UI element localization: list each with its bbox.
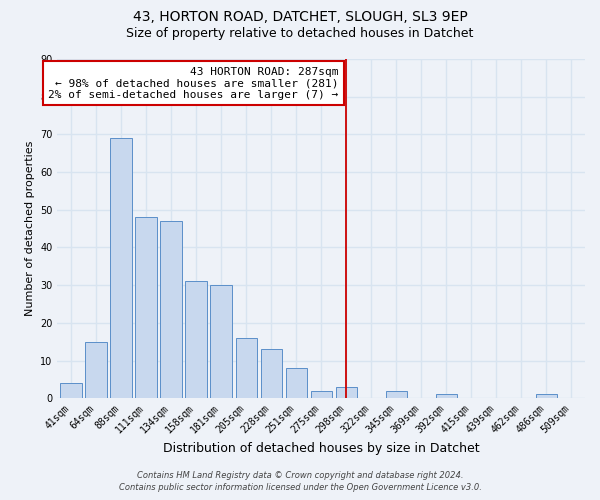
Bar [536,394,557,398]
Bar [160,221,182,398]
Bar [286,368,307,398]
Bar [136,218,157,398]
Bar [335,387,357,398]
Bar [436,394,457,398]
Bar [85,342,107,398]
Bar [260,349,282,398]
Text: Size of property relative to detached houses in Datchet: Size of property relative to detached ho… [127,28,473,40]
Text: 43 HORTON ROAD: 287sqm
← 98% of detached houses are smaller (281)
2% of semi-det: 43 HORTON ROAD: 287sqm ← 98% of detached… [49,66,338,100]
Text: Contains HM Land Registry data © Crown copyright and database right 2024.
Contai: Contains HM Land Registry data © Crown c… [119,471,481,492]
Bar [311,390,332,398]
Bar [211,285,232,398]
Bar [185,282,207,398]
Bar [386,390,407,398]
Text: 43, HORTON ROAD, DATCHET, SLOUGH, SL3 9EP: 43, HORTON ROAD, DATCHET, SLOUGH, SL3 9E… [133,10,467,24]
Bar [110,138,132,398]
Y-axis label: Number of detached properties: Number of detached properties [25,141,35,316]
Bar [236,338,257,398]
X-axis label: Distribution of detached houses by size in Datchet: Distribution of detached houses by size … [163,442,479,455]
Bar [61,383,82,398]
